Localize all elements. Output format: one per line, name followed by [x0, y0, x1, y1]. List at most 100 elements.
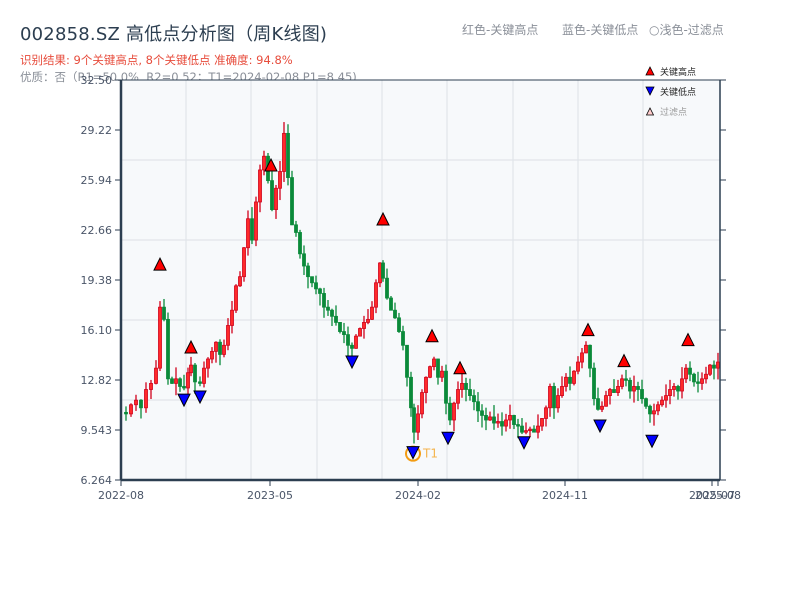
- up-candle: [604, 395, 608, 407]
- y-tick-label: 19.38: [81, 274, 113, 287]
- down-candle: [688, 367, 692, 375]
- down-candle: [182, 386, 186, 389]
- plot-area: [121, 80, 720, 480]
- down-candle: [393, 309, 397, 319]
- up-candle: [258, 169, 262, 203]
- down-candle: [520, 425, 524, 433]
- down-candle: [409, 376, 413, 409]
- down-candle: [139, 399, 143, 409]
- down-candle: [472, 395, 476, 403]
- up-candle: [716, 361, 720, 369]
- up-candle: [524, 430, 528, 433]
- down-candle: [512, 415, 516, 425]
- up-candle: [672, 386, 676, 390]
- pivot-markers: T1: [153, 157, 695, 462]
- up-candle: [508, 415, 512, 421]
- up-candle: [456, 389, 460, 404]
- down-candle: [596, 398, 600, 410]
- down-candle: [648, 405, 652, 415]
- up-candle: [652, 410, 656, 415]
- down-candle: [318, 288, 322, 294]
- up-candle: [616, 386, 620, 393]
- y-tick-label: 22.66: [81, 224, 113, 237]
- up-candle: [704, 373, 708, 380]
- down-candle: [636, 386, 640, 390]
- down-candle: [342, 331, 346, 336]
- down-candle: [322, 293, 326, 308]
- key-low-marker: [441, 431, 455, 446]
- legend-label: 关键低点: [660, 86, 696, 98]
- up-candle: [584, 344, 588, 354]
- up-candle: [564, 376, 568, 387]
- key-high-marker: [153, 256, 167, 271]
- y-tick-label: 32.50: [81, 74, 113, 87]
- legend-note-red: 红色-关键高点: [462, 23, 539, 37]
- y-tick-label: 29.22: [81, 124, 113, 137]
- up-candle: [416, 413, 420, 433]
- down-candle: [397, 317, 401, 332]
- y-tick-label: 9.543: [81, 424, 113, 437]
- down-candle: [326, 306, 330, 311]
- gridlines: [121, 80, 720, 480]
- key-high-marker: [264, 157, 278, 172]
- up-candle: [680, 378, 684, 392]
- up-candle: [536, 425, 540, 433]
- down-candle: [640, 389, 644, 400]
- up-candle: [134, 399, 138, 406]
- down-candle: [412, 407, 416, 433]
- key-high-marker: [453, 360, 467, 375]
- down-candle: [310, 276, 314, 284]
- up-candle: [149, 382, 153, 390]
- down-candle: [381, 262, 385, 279]
- up-candle: [174, 378, 178, 384]
- up-candle: [214, 341, 218, 352]
- down-candle: [492, 416, 496, 424]
- up-candle: [366, 318, 370, 323]
- up-candle: [504, 419, 508, 427]
- down-candle: [218, 341, 222, 355]
- up-candle: [600, 405, 604, 410]
- down-candle: [532, 428, 536, 433]
- down-candle: [290, 177, 294, 226]
- key-low-marker: [517, 436, 531, 450]
- candles: [124, 122, 720, 444]
- up-candle: [576, 361, 580, 372]
- key-high-marker: [617, 353, 631, 368]
- key-high-marker: [681, 332, 695, 347]
- up-candle: [684, 367, 688, 380]
- up-candle: [572, 370, 576, 384]
- up-candle: [488, 416, 492, 421]
- up-candle: [374, 282, 378, 308]
- t1-label: T1: [422, 447, 438, 461]
- down-candle: [162, 306, 166, 320]
- key-high-marker: [376, 211, 390, 226]
- down-candle: [612, 389, 616, 393]
- down-candle: [644, 398, 648, 407]
- down-candle: [170, 378, 174, 384]
- key-high-marker: [581, 322, 595, 337]
- down-candle: [334, 315, 338, 323]
- up-candle: [189, 364, 193, 374]
- up-candle: [378, 262, 382, 284]
- up-candle: [262, 155, 266, 171]
- up-candle: [226, 325, 230, 346]
- up-candle: [560, 386, 564, 396]
- down-candle: [444, 370, 448, 404]
- up-candle: [234, 285, 238, 311]
- legend-note-blue: 蓝色-关键低点: [562, 23, 639, 37]
- up-candle: [440, 370, 444, 378]
- up-candle: [420, 392, 424, 415]
- up-candle: [548, 386, 552, 409]
- up-candle: [556, 395, 560, 409]
- key-low-marker: [345, 355, 359, 370]
- down-candle: [696, 381, 700, 384]
- down-candle: [628, 379, 632, 392]
- legend-note-light: ○浅色-过滤点: [649, 23, 724, 37]
- up-candle: [620, 378, 624, 387]
- up-candle: [246, 218, 250, 249]
- key-low-marker: [177, 393, 191, 408]
- down-candle: [592, 367, 596, 400]
- down-candle: [552, 386, 556, 409]
- y-tick-label: 12.82: [81, 374, 113, 387]
- down-candle: [178, 378, 182, 387]
